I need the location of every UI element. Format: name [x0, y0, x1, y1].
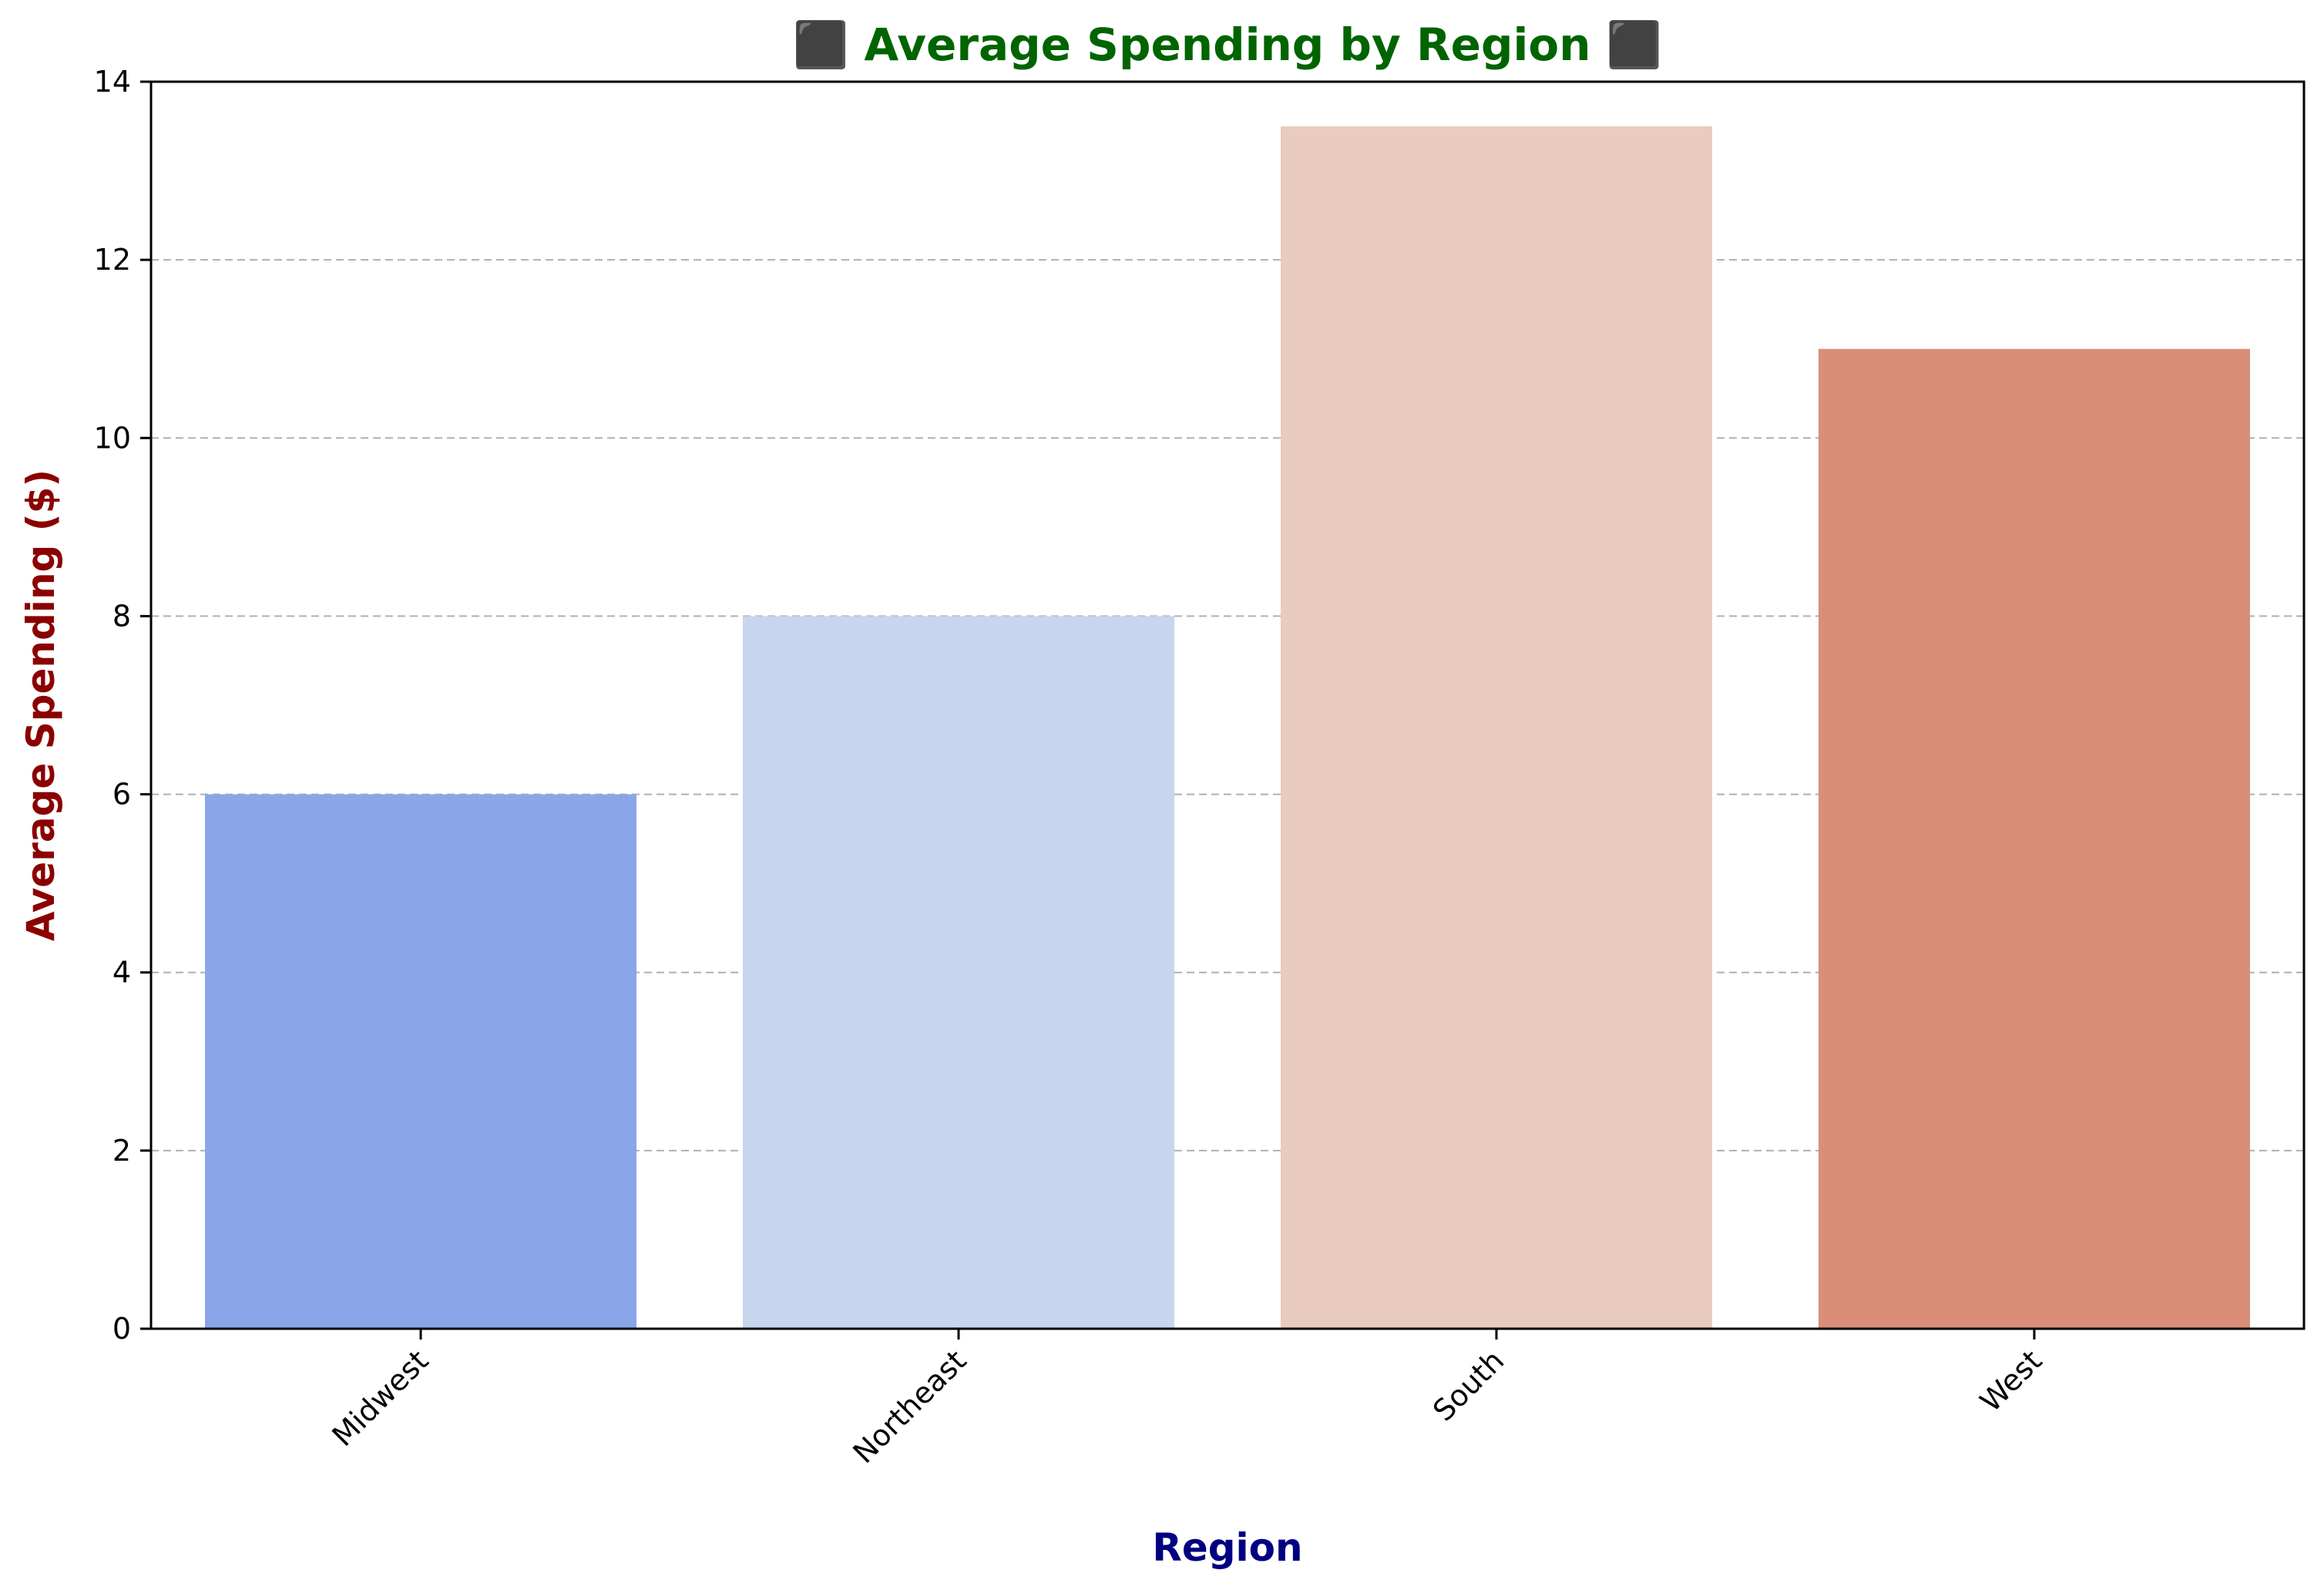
bar-south	[1281, 126, 1712, 1329]
x-tick-label: South	[1426, 1343, 1510, 1427]
x-axis-ticks: Midwest Northeast South West	[326, 1329, 2048, 1470]
y-tick-label: 12	[94, 243, 131, 277]
bar-northeast	[743, 616, 1174, 1329]
y-tick-label: 8	[113, 599, 131, 633]
chart-title: ⬛ Average Spending by Region ⬛	[793, 18, 1662, 71]
x-tick-label: West	[1973, 1343, 2048, 1418]
y-axis-title: Average Spending ($)	[18, 469, 63, 941]
y-tick-label: 0	[113, 1312, 131, 1346]
y-tick-label: 4	[113, 956, 131, 990]
bar-west	[1819, 348, 2250, 1329]
y-tick-label: 6	[113, 778, 131, 812]
y-tick-label: 2	[113, 1134, 131, 1168]
x-tick-label: Midwest	[326, 1343, 435, 1453]
y-tick-label: 14	[94, 65, 131, 99]
x-tick-label: Northeast	[847, 1343, 973, 1470]
plot-frame	[149, 80, 2306, 1330]
y-tick-label: 10	[94, 421, 131, 455]
y-axis-ticks: 0 2 4 6 8 10 12 14	[94, 65, 151, 1346]
bar-midwest	[205, 794, 636, 1329]
bars	[205, 126, 2250, 1329]
x-axis-title: Region	[1152, 1525, 1302, 1570]
